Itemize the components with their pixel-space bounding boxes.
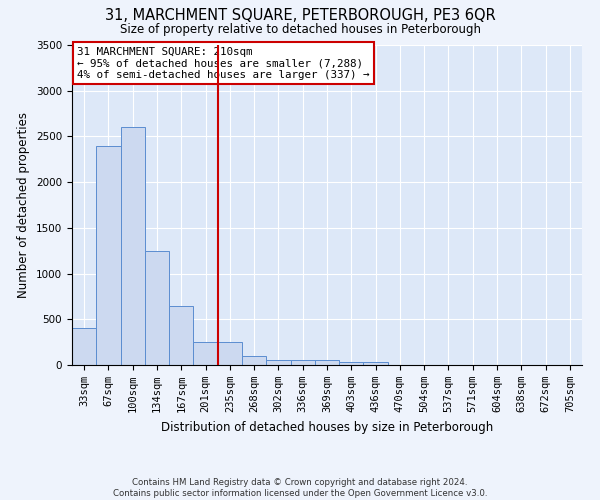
Y-axis label: Number of detached properties: Number of detached properties	[17, 112, 31, 298]
Text: 31, MARCHMENT SQUARE, PETERBOROUGH, PE3 6QR: 31, MARCHMENT SQUARE, PETERBOROUGH, PE3 …	[104, 8, 496, 22]
Bar	[193, 342, 218, 365]
Bar	[364, 362, 388, 365]
Bar	[96, 146, 121, 365]
Bar	[290, 360, 315, 365]
Text: 31 MARCHMENT SQUARE: 210sqm
← 95% of detached houses are smaller (7,288)
4% of s: 31 MARCHMENT SQUARE: 210sqm ← 95% of det…	[77, 46, 370, 80]
Bar	[72, 328, 96, 365]
Bar	[266, 360, 290, 365]
Bar	[169, 306, 193, 365]
Bar	[242, 356, 266, 365]
Bar	[315, 360, 339, 365]
Bar	[121, 128, 145, 365]
Text: Contains HM Land Registry data © Crown copyright and database right 2024.
Contai: Contains HM Land Registry data © Crown c…	[113, 478, 487, 498]
Bar	[218, 342, 242, 365]
Text: Size of property relative to detached houses in Peterborough: Size of property relative to detached ho…	[119, 22, 481, 36]
Bar	[145, 250, 169, 365]
Bar	[339, 362, 364, 365]
X-axis label: Distribution of detached houses by size in Peterborough: Distribution of detached houses by size …	[161, 420, 493, 434]
